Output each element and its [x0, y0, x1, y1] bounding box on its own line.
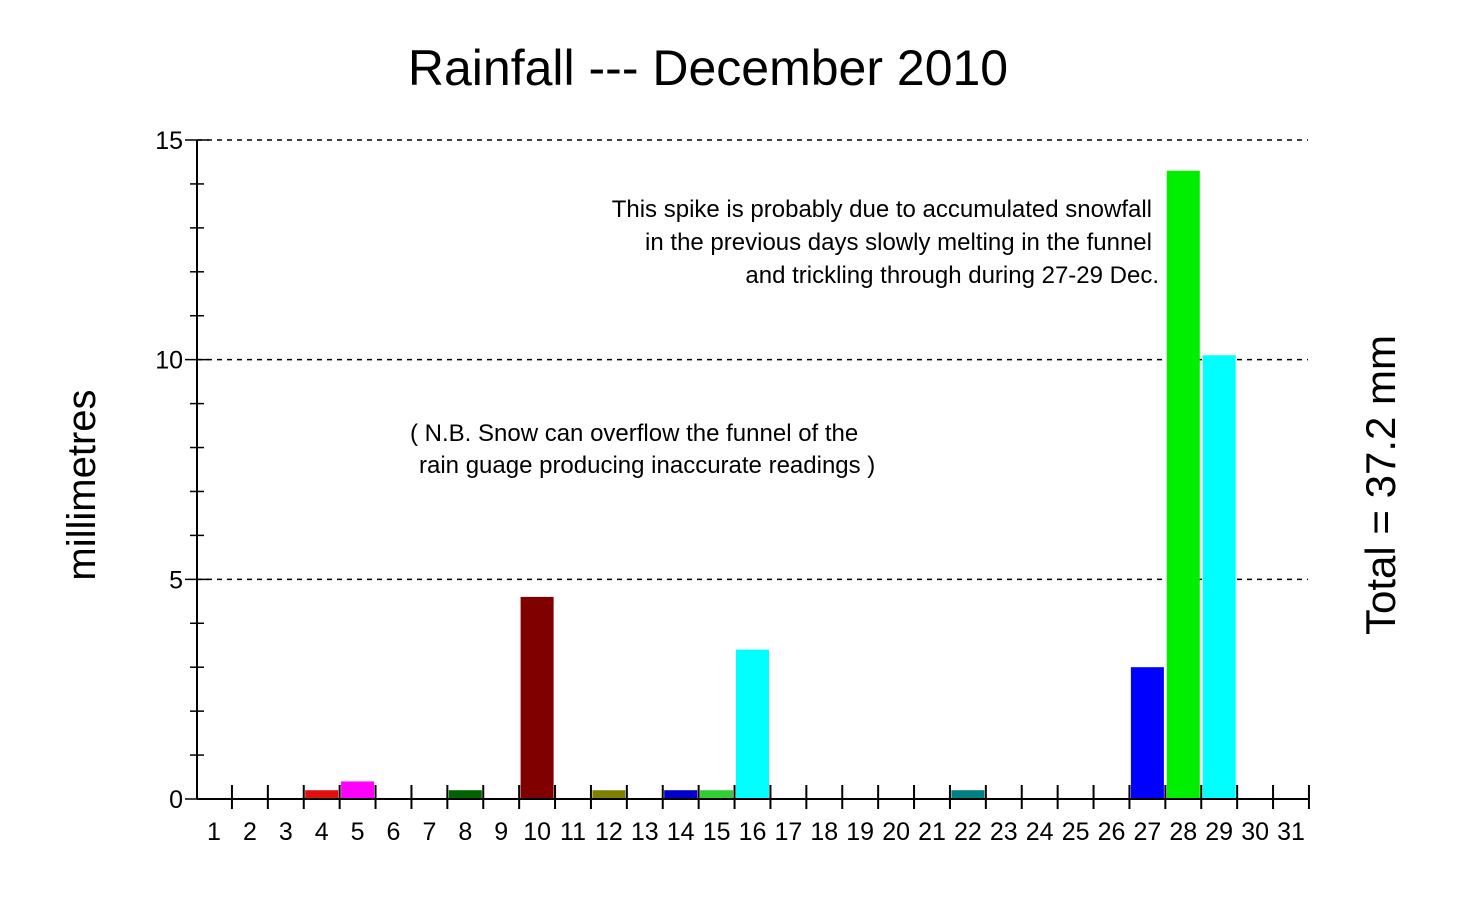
chart-title: Rainfall --- December 2010 [408, 40, 1008, 96]
y-axis-label: millimetres [60, 389, 104, 580]
y-tick-label: 15 [155, 127, 183, 155]
annotation-spike-line-2: in the previous days slowly melting in t… [645, 229, 1152, 256]
x-tick-label-29: 29 [1205, 818, 1233, 846]
x-tick-label-17: 17 [774, 818, 802, 846]
x-tick-label-24: 24 [1026, 818, 1054, 846]
annotation-snow-line-1: ( N.B. Snow can overflow the funnel of t… [410, 420, 858, 447]
bar-day-16 [736, 649, 769, 799]
x-tick-label-9: 9 [494, 818, 508, 846]
bar-day-10 [520, 596, 554, 799]
axes [185, 139, 1310, 809]
x-tick-label-23: 23 [990, 818, 1018, 846]
x-tick-label-16: 16 [739, 818, 767, 846]
bar-day-22 [951, 790, 985, 799]
bar-day-28 [1166, 170, 1200, 800]
x-tick-label-18: 18 [810, 818, 838, 846]
bar-day-14 [664, 790, 698, 799]
x-tick-label-14: 14 [667, 818, 695, 846]
x-tick-labels: 1 2 3 4 5 6 7 8 9 10 11 12 13 14 15 16 17 18 19 20 21 22 23 24 2… [207, 818, 1305, 846]
x-tick-label-26: 26 [1098, 818, 1126, 846]
bar-day-27 [1130, 667, 1164, 799]
bar-day-8 [448, 790, 482, 799]
bar-day-5 [341, 781, 375, 799]
x-tick-label-30: 30 [1241, 818, 1269, 846]
x-tick-label-25: 25 [1062, 818, 1090, 846]
x-tick-label-1: 1 [207, 818, 221, 846]
x-tick-label-19: 19 [846, 818, 874, 846]
y-tick-label: 5 [169, 566, 183, 594]
x-tick-label-12: 12 [595, 818, 623, 846]
x-tick-label-2: 2 [243, 818, 257, 846]
x-tick-label-28: 28 [1169, 818, 1197, 846]
bar-day-29 [1202, 355, 1236, 799]
bar-day-4 [305, 790, 339, 799]
x-tick-label-20: 20 [882, 818, 910, 846]
total-label: Total = 37.2 mm [1357, 335, 1404, 635]
x-tick-label-27: 27 [1133, 818, 1161, 846]
x-tick-label-6: 6 [387, 818, 401, 846]
annotation-snow-line-2: rain guage producing inaccurate readings… [419, 452, 875, 479]
x-tick-label-31: 31 [1277, 818, 1305, 846]
bars [305, 170, 1236, 800]
x-tick-label-15: 15 [703, 818, 731, 846]
y-tick-label: 0 [169, 786, 183, 814]
x-tick-label-8: 8 [458, 818, 472, 846]
x-tick-label-13: 13 [631, 818, 659, 846]
x-tick-label-22: 22 [954, 818, 982, 846]
annotation-spike: This spike is probably due to accumulate… [612, 196, 1159, 289]
x-tick-label-11: 11 [560, 818, 586, 846]
annotation-snow-note: ( N.B. Snow can overflow the funnel of t… [410, 420, 875, 479]
bar-day-12 [592, 790, 626, 799]
y-tick-labels: 0 5 10 15 [155, 127, 183, 814]
y-tick-label: 10 [155, 347, 183, 375]
bar-day-15 [700, 790, 734, 799]
x-tick-label-4: 4 [315, 818, 329, 846]
x-tick-label-3: 3 [279, 818, 293, 846]
annotation-spike-line-3: and trickling through during 27-29 Dec. [745, 262, 1159, 289]
x-tick-label-21: 21 [918, 818, 946, 846]
x-tick-label-7: 7 [422, 818, 436, 846]
x-tick-label-5: 5 [351, 818, 365, 846]
annotation-spike-line-1: This spike is probably due to accumulate… [612, 196, 1152, 223]
x-tick-label-10: 10 [523, 818, 551, 846]
